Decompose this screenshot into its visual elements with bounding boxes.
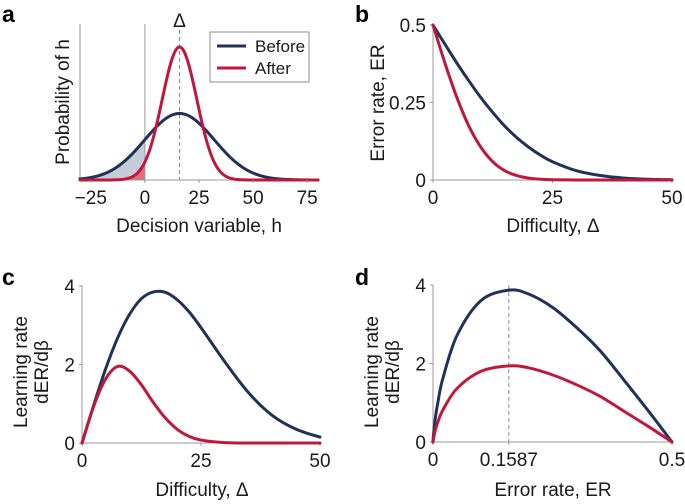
panel-c-x-tick-label: 50 <box>309 451 330 472</box>
panel-c-x-tick-label: 0 <box>77 451 88 472</box>
panel-b-x-label: Difficulty, Δ <box>506 216 600 237</box>
panel-c: c 0 25 50 0 2 4 Difficulty, Δ Learning rate d… <box>2 264 331 501</box>
panel-a-x-tick-label: 75 <box>297 188 318 209</box>
panel-b-x-tick-label: 25 <box>542 188 563 209</box>
panel-d-y-label-2: dER/dβ <box>383 340 404 404</box>
panel-a-y-label: Probability of h <box>53 39 74 165</box>
panel-b-x-tick-label: 50 <box>661 188 682 209</box>
panel-b-after-curve <box>431 23 674 182</box>
panel-d: d 0 0.1587 0.5 0 2 4 Error rate, ER Learning … <box>355 264 685 501</box>
panel-c-x-tick-label: 25 <box>190 451 211 472</box>
panel-a-after-tail-area <box>80 162 145 180</box>
panel-d-x-label: Error rate, ER <box>494 480 611 501</box>
panel-a-x-label: Decision variable, h <box>116 216 282 237</box>
panel-d-after-curve <box>431 364 674 444</box>
panel-d-y-tick-label: 0 <box>415 433 426 454</box>
panel-c-y-label-2: dER/dβ <box>32 340 53 404</box>
panel-letter-d: d <box>355 264 369 290</box>
panel-b-y-tick-label: 0.5 <box>400 16 426 37</box>
legend-after-label: After <box>255 59 291 78</box>
panel-letter-b: b <box>355 1 369 27</box>
panel-d-y-tick-label: 2 <box>415 355 426 376</box>
panel-b: b 0 25 50 0 0.25 0.5 Difficulty, Δ Error rate… <box>355 1 683 237</box>
panel-c-y-tick-label: 4 <box>64 277 75 298</box>
panel-letter-c: c <box>2 264 15 290</box>
panel-a-after-curve <box>78 45 320 182</box>
panel-b-before-curve <box>431 23 674 182</box>
panel-a-x-tick-label: 50 <box>243 188 264 209</box>
panel-b-y-label: Error rate, ER <box>368 44 389 161</box>
legend-before-label: Before <box>255 37 305 56</box>
panel-a: a Δ −25 0 25 50 75 Decision variable, h Prob… <box>2 1 320 237</box>
panel-letter-a: a <box>2 1 15 27</box>
panel-a-x-tick-label: −25 <box>75 188 107 209</box>
panel-a-before-tail-area <box>80 139 145 180</box>
panel-b-y-tick-label: 0 <box>415 171 426 192</box>
panel-d-x-tick-label: 0.1587 <box>480 450 538 471</box>
legend-box <box>209 31 310 83</box>
panel-a-x-tick-label: 0 <box>140 188 151 209</box>
panel-c-before-curve <box>80 289 322 445</box>
panel-a-x-tick-label: 25 <box>188 188 209 209</box>
legend: Before After <box>209 31 310 83</box>
panel-a-delta-annotation: Δ <box>173 11 186 32</box>
panel-d-y-tick-label: 4 <box>415 276 426 297</box>
panel-b-y-tick-label: 0.25 <box>389 94 426 115</box>
panel-c-y-label: Learning rate <box>11 316 32 428</box>
panel-d-y-label: Learning rate <box>362 316 383 428</box>
panel-d-before-curve <box>431 288 674 444</box>
panel-d-x-tick-label: 0 <box>428 450 439 471</box>
panel-c-x-label: Difficulty, Δ <box>155 480 249 501</box>
panel-d-x-tick-label: 0.5 <box>659 450 685 471</box>
panel-c-after-curve <box>80 364 322 445</box>
panel-c-y-tick-label: 0 <box>64 434 75 455</box>
panel-c-y-tick-label: 2 <box>64 356 75 377</box>
panel-b-x-tick-label: 0 <box>428 188 439 209</box>
